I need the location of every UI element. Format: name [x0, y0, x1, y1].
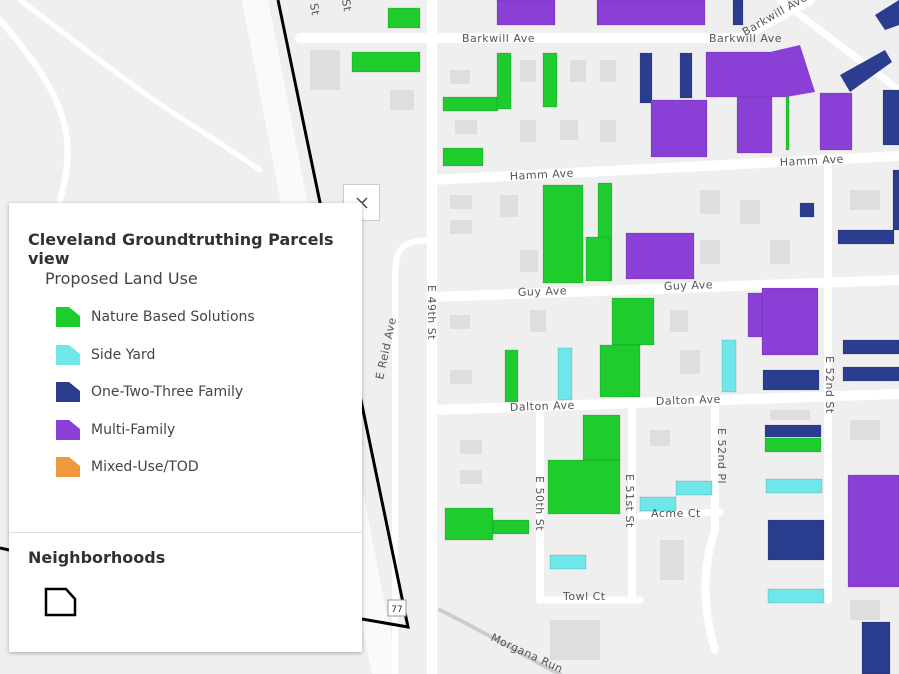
- parcel[interactable]: [442, 147, 484, 167]
- street-label: E 52nd St: [823, 356, 836, 414]
- swatch-shape: [56, 419, 80, 440]
- parcel[interactable]: [875, 0, 899, 30]
- street-label: Hamm Ave: [779, 153, 844, 169]
- parcel[interactable]: [847, 474, 899, 588]
- legend-item: Side Yard: [55, 343, 155, 367]
- street-label: Dalton Ave: [656, 393, 721, 408]
- parcel[interactable]: [736, 94, 773, 154]
- street-label: Towl Ct: [562, 590, 606, 603]
- parcel[interactable]: [761, 287, 819, 356]
- parcel[interactable]: [882, 89, 899, 146]
- legend-panel: Cleveland Groundtruthing Parcels view Pr…: [9, 203, 362, 652]
- legend-item: Mixed-Use/TOD: [55, 455, 199, 479]
- swatch-shape: [56, 344, 80, 365]
- parcel[interactable]: [582, 414, 621, 461]
- street-label: E 51st St: [623, 474, 636, 528]
- layer-title: Proposed Land Use: [45, 269, 198, 288]
- legend-title: Cleveland Groundtruthing Parcels view: [28, 230, 334, 268]
- street-label: Hamm Ave: [509, 167, 574, 183]
- parcel[interactable]: [542, 52, 558, 108]
- legend-swatch: [56, 382, 80, 402]
- parcel[interactable]: [596, 0, 706, 26]
- swatch-shape: [56, 307, 80, 327]
- legend-label: Side Yard: [91, 346, 156, 363]
- parcel[interactable]: [732, 0, 744, 26]
- separator: [9, 532, 362, 533]
- parcel[interactable]: [639, 496, 677, 512]
- parcel[interactable]: [549, 554, 587, 570]
- parcel[interactable]: [492, 519, 530, 535]
- street-label: Dalton Ave: [510, 399, 575, 414]
- parcel[interactable]: [504, 349, 519, 403]
- street-label: St: [307, 2, 322, 17]
- street-label: E 52nd Pl: [715, 428, 728, 484]
- parcel[interactable]: [496, 52, 512, 110]
- parcel[interactable]: [819, 92, 853, 151]
- parcel[interactable]: [861, 621, 891, 674]
- parcel[interactable]: [764, 424, 822, 438]
- neighborhoods-title: Neighborhoods: [28, 548, 166, 567]
- parcel[interactable]: [542, 184, 584, 284]
- legend-label: Nature Based Solutions: [91, 309, 255, 325]
- street-label: Acme Ct: [651, 507, 701, 520]
- parcel[interactable]: [611, 297, 655, 346]
- parcel[interactable]: [892, 169, 899, 231]
- street-label: Guy Ave: [664, 278, 714, 293]
- swatch-shape: [56, 457, 80, 477]
- parcel[interactable]: [765, 478, 823, 494]
- parcel[interactable]: [675, 480, 713, 496]
- parcel[interactable]: [650, 99, 708, 158]
- parcel[interactable]: [770, 45, 815, 97]
- parcel[interactable]: [351, 51, 421, 73]
- parcel[interactable]: [599, 344, 641, 398]
- swatch-shape: [56, 382, 80, 402]
- parcel[interactable]: [679, 52, 693, 99]
- street-label: St: [339, 0, 354, 13]
- legend-swatch: [56, 344, 80, 365]
- street-label: E 50th St: [533, 476, 546, 531]
- parcel[interactable]: [842, 339, 899, 355]
- legend-item: Multi-Family: [55, 418, 175, 442]
- parcel[interactable]: [785, 94, 790, 151]
- parcel[interactable]: [444, 507, 494, 541]
- legend-label: Multi-Family: [91, 421, 176, 438]
- parcel[interactable]: [387, 7, 421, 29]
- legend-label: One-Two-Three Family: [91, 384, 244, 400]
- parcel[interactable]: [557, 347, 573, 401]
- street-label: Barkwill Ave: [709, 32, 782, 45]
- parcel[interactable]: [442, 96, 499, 112]
- parcel[interactable]: [767, 588, 825, 604]
- parcel[interactable]: [762, 369, 820, 391]
- parcel[interactable]: [547, 459, 621, 515]
- parcels: [351, 0, 899, 674]
- street-label: Guy Ave: [518, 284, 568, 299]
- parcel[interactable]: [721, 339, 737, 393]
- parcel[interactable]: [767, 519, 825, 561]
- parcel[interactable]: [625, 232, 695, 280]
- street-label: E 49th St: [425, 285, 438, 340]
- parcel[interactable]: [764, 437, 822, 453]
- route-shield-box: [387, 599, 407, 617]
- legend-swatch: [56, 457, 80, 477]
- neighborhood-symbol: [44, 587, 77, 617]
- parcel[interactable]: [496, 0, 556, 26]
- parcel[interactable]: [747, 292, 763, 338]
- legend-swatch: [56, 419, 80, 440]
- legend-label: Mixed-Use/TOD: [91, 459, 199, 475]
- parcel[interactable]: [639, 52, 653, 104]
- parcel[interactable]: [585, 236, 611, 282]
- parcel[interactable]: [842, 366, 899, 382]
- legend-item: Nature Based Solutions: [55, 305, 255, 329]
- buildings: [310, 50, 880, 660]
- parcel[interactable]: [799, 202, 815, 218]
- street-label: Barkwill Ave: [462, 32, 535, 45]
- legend-swatch: [56, 307, 80, 327]
- parcel[interactable]: [837, 229, 895, 245]
- parcel[interactable]: [840, 50, 892, 92]
- route-shield: 77: [391, 605, 402, 615]
- legend-item: One-Two-Three Family: [55, 380, 243, 404]
